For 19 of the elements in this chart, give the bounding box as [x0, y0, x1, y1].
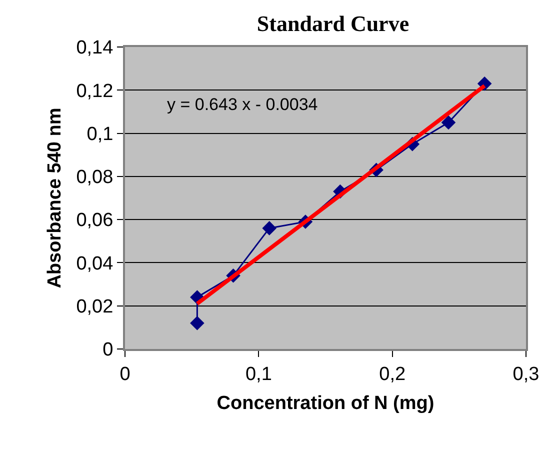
x-tick-label: 0,3 [512, 364, 540, 385]
point [262, 221, 277, 236]
x-tick-label: 0,1 [245, 364, 272, 385]
y-tick-label: 0,08 [76, 167, 114, 188]
y-tick-label: 0,12 [76, 80, 114, 102]
x-axis-title: Concentration of N (mg) [216, 393, 434, 414]
y-tick-label: 0,06 [76, 210, 114, 232]
y-tick-label: 0 [102, 340, 114, 361]
y-tick-label: 0,14 [76, 38, 114, 59]
x-tick-label: 0,2 [379, 364, 406, 385]
y-axis-title: Absorbance 540 nm [44, 108, 66, 288]
chart-title: Standard Curve [256, 11, 410, 36]
x-tick-label: 0 [120, 364, 130, 385]
point [190, 316, 204, 330]
y-tick-label: 0,1 [86, 124, 114, 145]
y-tick-label: 0,02 [76, 296, 114, 318]
annotation: y = 0.643 x - 0.0034 [167, 95, 318, 114]
y-tick-label: 0,04 [76, 253, 114, 274]
point [441, 115, 456, 130]
